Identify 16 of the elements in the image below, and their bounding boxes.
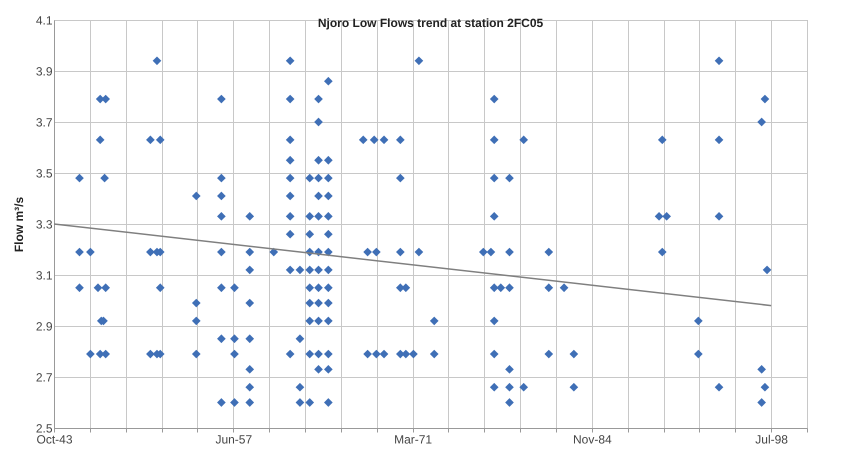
x-tick-label: Nov-84: [573, 432, 612, 446]
y-tick-label: 3.1: [36, 268, 53, 282]
x-tick-label: Jun-57: [215, 432, 252, 446]
y-tick-label: 3.3: [36, 218, 53, 232]
x-tick-label: Jul-98: [755, 432, 788, 446]
y-tick-label: 2.5: [36, 422, 53, 436]
y-tick-label: 3.7: [36, 116, 53, 130]
y-tick-label: 2.9: [36, 320, 53, 334]
y-tick-label: 2.7: [36, 370, 53, 384]
y-tick-label: 4.1: [36, 14, 53, 28]
y-axis-title: Flow m³/s: [12, 196, 26, 252]
x-tick-label: Mar-71: [394, 432, 432, 446]
y-tick-label: 3.9: [36, 64, 53, 78]
chart-title: Njoro Low Flows trend at station 2FC05: [318, 16, 544, 30]
x-tick-label: Oct-43: [36, 432, 73, 446]
y-tick-label: 3.5: [36, 166, 53, 180]
